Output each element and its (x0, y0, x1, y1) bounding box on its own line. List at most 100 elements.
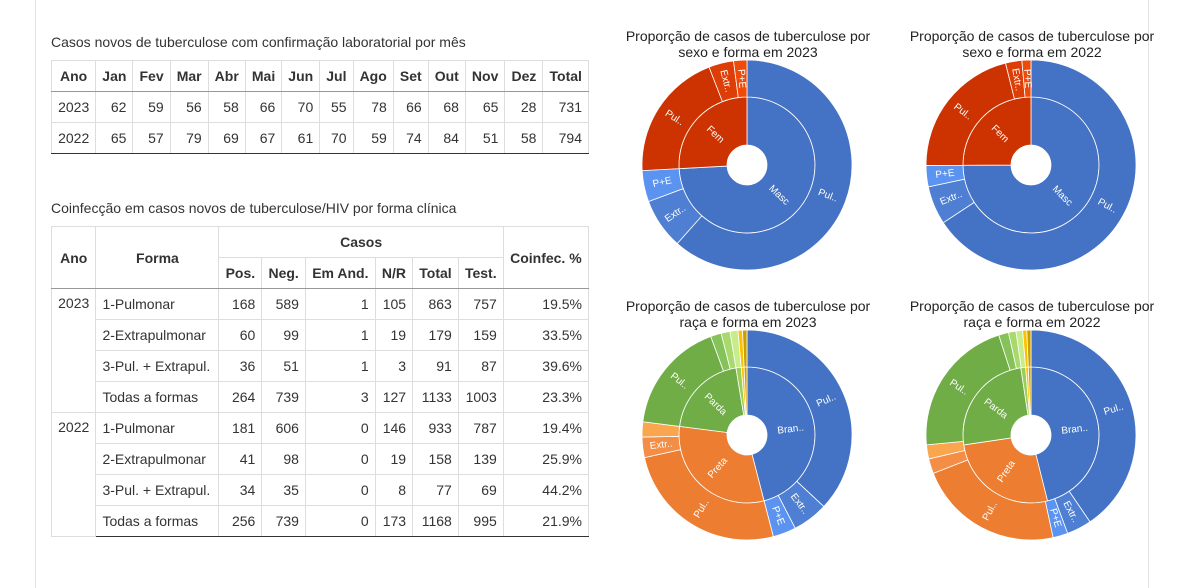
value-cell: 23.3% (502, 381, 590, 413)
value-cell: 39.6% (502, 350, 590, 382)
table-row: Todas a formas 256 739 0 173 1168 995 21.9% (52, 505, 590, 537)
pie-center-hole (1011, 145, 1051, 185)
inner-ring-label: Bran.. (777, 422, 805, 436)
value-cell: 1 (304, 350, 376, 382)
monthly-header-cell: Jun (281, 60, 321, 92)
value-cell: 0 (304, 505, 376, 537)
value-cell: 146 (374, 412, 414, 444)
outer-ring-slice (1026, 329, 1032, 368)
value-cell: 36 (218, 350, 263, 382)
value-cell: 74 (392, 122, 429, 154)
value-cell: 19 (374, 319, 414, 351)
value-cell: 51 (464, 122, 506, 154)
value-cell: 168 (218, 288, 263, 320)
value-cell: 787 (457, 412, 504, 444)
value-cell: 19.4% (502, 412, 590, 444)
value-cell: 8 (374, 474, 414, 506)
value-cell: 158 (412, 443, 459, 475)
coinf-subheader-cell: Em And. (304, 257, 376, 289)
forma-cell: Todas a formas (95, 381, 220, 413)
value-cell: 69 (207, 122, 246, 154)
outer-ring-slice (676, 59, 853, 271)
monthly-header-cell: Dez (504, 60, 544, 92)
forma-cell: 3-Pul. + Extrapul. (95, 350, 220, 382)
value-cell: 65 (95, 122, 134, 154)
outer-ring-label: P+E (935, 168, 956, 181)
value-cell: 1133 (412, 381, 459, 413)
value-cell: 0 (304, 412, 376, 444)
value-cell: 3 (374, 350, 414, 382)
pie-center-hole (727, 145, 767, 185)
outer-ring-slice (1021, 59, 1032, 98)
monthly-header-cell: Set (392, 60, 429, 92)
outer-ring-label: P+E (735, 69, 747, 89)
value-cell: 757 (457, 288, 504, 320)
year-cell: 2023 (50, 91, 97, 123)
value-cell: 179 (412, 319, 459, 351)
table-row: 2-Extrapulmonar 41 98 0 19 158 139 25.9% (52, 443, 590, 475)
monthly-cases-table: Ano Jan Fev Mar Abr Mai Jun Jul Ago Set Out Nov Dez T… (50, 60, 589, 154)
value-cell: 69 (457, 474, 504, 506)
value-cell: 794 (542, 122, 589, 154)
forma-cell: Todas a formas (95, 505, 220, 537)
value-cell: 70 (281, 91, 321, 123)
coinfection-table: Ano Forma Casos Coinfec. % Pos. Neg. Em An… (50, 226, 590, 537)
table-row: Todas a formas 264 739 3 127 1133 1003 23.3% (52, 381, 590, 413)
table-row: 2-Extrapulmonar 60 99 1 19 179 159 33.5% (52, 319, 590, 351)
col-forma: Forma (95, 226, 220, 289)
forma-cell: 2-Extrapulmonar (95, 319, 220, 351)
chart-title-raca-2023: Proporção de casos de tuberculose por ra… (625, 298, 871, 330)
chart-title-sexo-2023: Proporção de casos de tuberculose por se… (625, 28, 871, 60)
pie-center-hole (1011, 415, 1051, 455)
value-cell: 77 (412, 474, 459, 506)
value-cell: 256 (218, 505, 263, 537)
value-cell: 58 (207, 91, 246, 123)
monthly-header-cell: Jan (95, 60, 134, 92)
monthly-header-cell: Fev (132, 60, 171, 92)
value-cell: 127 (374, 381, 414, 413)
value-cell: 61 (281, 122, 321, 154)
value-cell: 19.5% (502, 288, 590, 320)
monthly-header-cell: Total (542, 60, 589, 92)
value-cell: 0 (304, 474, 376, 506)
value-cell: 181 (218, 412, 263, 444)
outer-ring-slice (742, 329, 748, 368)
value-cell: 55 (319, 91, 354, 123)
outer-ring-label: P+E (1021, 69, 1033, 89)
col-ano: Ano (50, 226, 97, 289)
value-cell: 606 (261, 412, 306, 444)
value-cell: 3 (304, 381, 376, 413)
value-cell: 91 (412, 350, 459, 382)
coinf-subheader-cell: Neg. (261, 257, 306, 289)
value-cell: 1168 (412, 505, 459, 537)
value-cell: 78 (352, 91, 394, 123)
value-cell: 41 (218, 443, 263, 475)
value-cell: 57 (132, 122, 171, 154)
table-row: 2023 1-Pulmonar 168 589 1 105 863 757 19.5% (50, 288, 590, 413)
outer-ring-label: Extr.. (649, 439, 673, 453)
table-row: 2023 62 59 56 58 66 70 55 78 66 68 65 28 731 (50, 91, 589, 123)
outer-ring-slice (942, 59, 1137, 271)
monthly-header-cell: Out (427, 60, 466, 92)
value-cell: 84 (427, 122, 466, 154)
col-coinf: Coinfec. % (502, 226, 590, 289)
value-cell: 66 (244, 91, 283, 123)
value-cell: 139 (457, 443, 504, 475)
value-cell: 739 (261, 505, 306, 537)
value-cell: 28 (504, 91, 544, 123)
monthly-header-cell: Ago (352, 60, 394, 92)
content-frame (35, 0, 1149, 588)
year-cell: 2022 (50, 122, 97, 154)
value-cell: 933 (412, 412, 459, 444)
value-cell: 70 (319, 122, 354, 154)
value-cell: 25.9% (502, 443, 590, 475)
outer-ring-label: P+E (1047, 507, 1063, 529)
coinf-subheader-cell: Pos. (218, 257, 263, 289)
value-cell: 173 (374, 505, 414, 537)
value-cell: 1 (304, 288, 376, 320)
year-cell: 2023 (50, 288, 97, 413)
